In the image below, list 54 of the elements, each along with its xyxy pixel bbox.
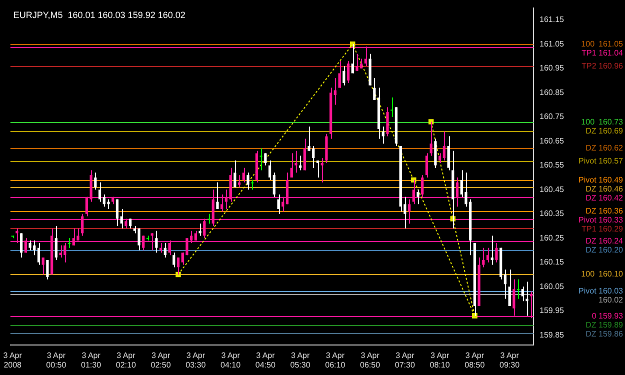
text: 100: [581, 270, 596, 279]
ref-line-label: Pivot 160.57: [578, 156, 624, 166]
ref-line-label: DZ 160.69: [586, 126, 624, 136]
y-tick-label: 159.95: [540, 306, 565, 316]
text: 100: [581, 40, 596, 49]
y-tick-label: 160.45: [540, 184, 565, 194]
ref-line-label: 161.05: [598, 40, 624, 49]
x-tick-label: 3 Apr 04:10: [220, 350, 242, 370]
y-tick-label: 160.75: [540, 112, 565, 122]
x-tick-label: 3 Apr 02:10: [116, 350, 136, 370]
x-tick-label: 3 Apr 06:50: [360, 350, 381, 370]
x-tick-label: 3 Apr 09:30: [500, 350, 520, 370]
x-tick-label: 3 Apr 08:10: [430, 350, 450, 370]
ref-line-label: 160.10: [598, 270, 624, 279]
x-tick-label: 3 Apr 04:50: [255, 350, 276, 370]
ref-line-label: DZ 160.36: [586, 206, 624, 216]
y-tick-label: 161.05: [540, 39, 565, 48]
x-tick-label: 3 Apr 05:30: [290, 350, 311, 370]
ref-line-label: DZ 160.62: [586, 144, 624, 153]
ref-line-label: DZ 160.20: [586, 246, 624, 255]
ref-line-label: DZ 159.89: [586, 320, 624, 330]
y-tick-label: 160.35: [540, 209, 565, 218]
y-tick-label: 160.15: [540, 258, 565, 267]
ref-line-label: TP2 160.96: [582, 62, 624, 71]
x-tick-label: 3 Apr 00:50: [46, 350, 67, 370]
x-tick-label: 3 Apr 03:30: [186, 350, 206, 370]
y-tick-label: 160.85: [540, 88, 565, 97]
ref-line-label: Pivot 160.33: [578, 216, 624, 225]
ref-line-label: TP1 160.29: [582, 224, 624, 234]
ref-line-label: 160.02: [598, 296, 624, 305]
x-tick-label: 3 Apr 08:50: [464, 350, 486, 370]
y-tick-label: 160.25: [540, 233, 565, 242]
ref-line-label: 160.73: [598, 118, 624, 127]
x-tick-label: 3 Apr 07:30: [394, 350, 416, 370]
chart-title: EURJPY,M5 160.01 160.03 159.92 160.02: [13, 10, 186, 20]
text: 100: [581, 118, 596, 127]
ref-line-label: DZ 159.86: [586, 330, 624, 339]
ref-line-label: DZ 160.42: [586, 194, 624, 203]
y-tick-label: 161.15: [540, 15, 565, 24]
x-tick-label: 3 Apr 01:30: [81, 350, 102, 370]
ref-line-label: TP1 161.04: [582, 48, 624, 58]
ref-line-label: DZ 160.24: [586, 236, 624, 246]
ref-line-label: 0 159.93: [592, 312, 624, 321]
x-tick-label: 3 Apr 06:10: [325, 350, 346, 370]
ref-line-label: Pivot 160.03: [578, 286, 624, 296]
y-tick-label: 159.85: [540, 330, 565, 340]
y-tick-label: 160.05: [540, 282, 565, 291]
y-tick-label: 160.95: [540, 64, 565, 73]
ref-line-label: DZ 160.46: [586, 184, 624, 194]
x-tick-label: 3 Apr 2008: [3, 350, 22, 370]
y-tick-label: 160.65: [540, 136, 565, 146]
x-tick-label: 3 Apr 02:50: [150, 350, 172, 370]
y-tick-label: 160.55: [540, 160, 565, 170]
ref-line-label: Pivot 160.49: [578, 176, 624, 185]
